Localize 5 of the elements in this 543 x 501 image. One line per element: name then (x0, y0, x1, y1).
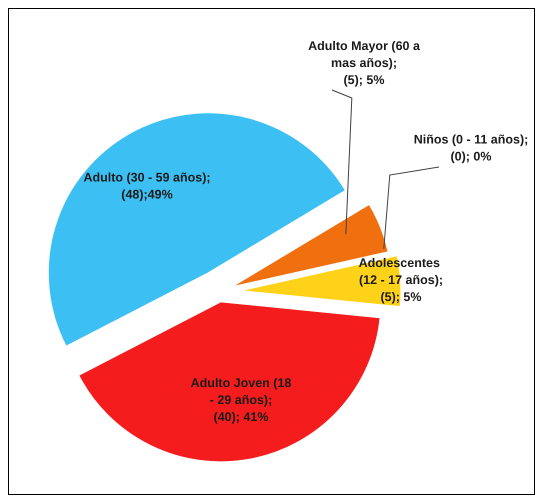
category-label: Niños (0 - 11 años); (414, 132, 528, 147)
slice-label: Adulto (30 - 59 años); (48);49% (83, 170, 211, 202)
text: (0); 0% (450, 150, 492, 164)
slice-label: Adulto Joven (18 - 29 años); (40); 41% (190, 376, 292, 424)
slice-label: Adulto Mayor (60 a mas años); (5); 5% (308, 39, 421, 88)
